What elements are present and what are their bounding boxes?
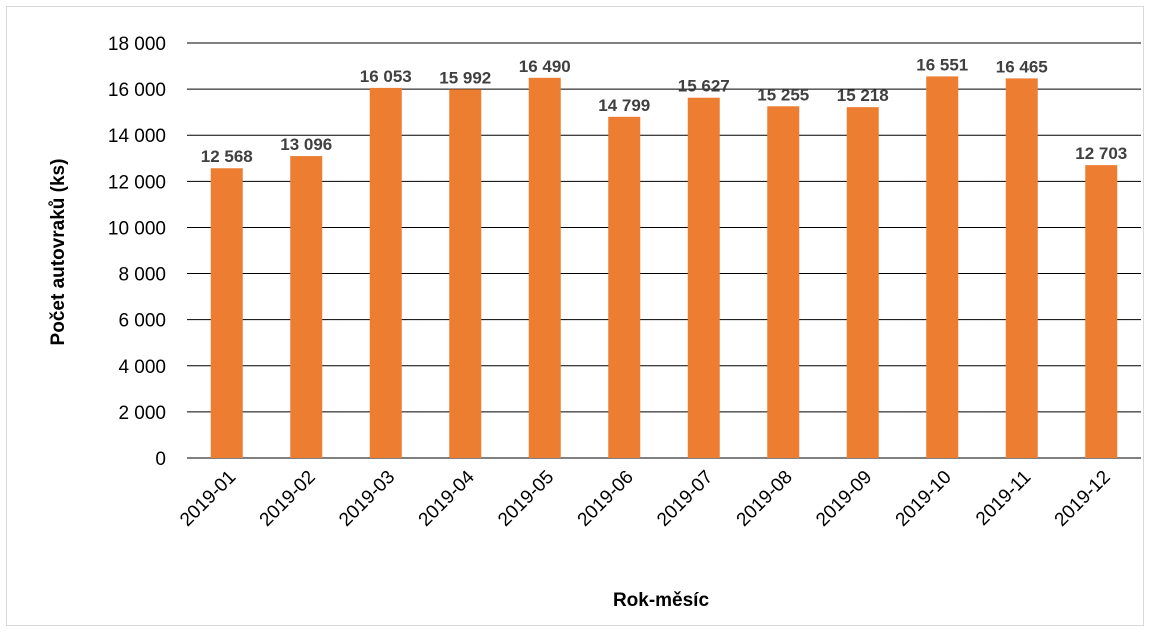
x-tick-label: 2019-09 xyxy=(812,467,876,531)
data-label: 16 053 xyxy=(360,67,412,86)
data-label: 16 490 xyxy=(519,57,571,76)
y-tick-label: 8 000 xyxy=(118,265,166,286)
data-label: 13 096 xyxy=(280,135,332,154)
x-tick-label: 2019-11 xyxy=(972,467,1035,530)
x-tick-label: 2019-04 xyxy=(415,466,479,530)
bar xyxy=(369,87,402,459)
x-tick-label: 2019-10 xyxy=(892,467,956,531)
y-tick-label: 12 000 xyxy=(108,172,166,193)
data-labels: 12 568 13 096 16 053 15 992 16 490 14 799 15 6… xyxy=(201,55,1128,166)
x-tick-label: 2019-07 xyxy=(653,467,717,531)
data-label: 14 799 xyxy=(598,96,650,115)
x-tick-label: 2019-01 xyxy=(176,467,240,531)
bar xyxy=(210,168,243,458)
data-label: 15 627 xyxy=(678,77,730,96)
bar xyxy=(687,97,720,459)
y-tick-label: 10 000 xyxy=(108,218,166,239)
x-tick-label: 2019-06 xyxy=(574,467,638,531)
y-tick-label: 14 000 xyxy=(108,126,166,147)
y-tick-label: 2 000 xyxy=(118,403,166,424)
bar xyxy=(290,156,323,458)
bar xyxy=(767,106,800,458)
bars xyxy=(210,76,1118,459)
x-axis-ticks: 2019-01 2019-02 2019-03 2019-04 2019-05 2019-… xyxy=(176,466,1115,530)
data-label: 16 551 xyxy=(916,55,968,74)
x-tick-label: 2019-03 xyxy=(335,467,399,531)
data-label: 12 568 xyxy=(201,147,253,166)
y-tick-label: 18 000 xyxy=(108,34,166,55)
bar xyxy=(1005,78,1038,459)
y-tick-label: 6 000 xyxy=(118,311,166,332)
data-label: 16 465 xyxy=(996,57,1048,76)
bar xyxy=(608,116,641,458)
data-label: 15 992 xyxy=(439,68,491,87)
y-axis-title: Počet autovraků (ks) xyxy=(48,159,69,346)
y-tick-label: 0 xyxy=(155,449,166,470)
data-label: 12 703 xyxy=(1075,144,1127,163)
y-tick-label: 16 000 xyxy=(108,80,166,101)
x-tick-label: 2019-05 xyxy=(494,467,558,531)
x-tick-label: 2019-08 xyxy=(733,467,797,531)
x-axis-title: Rok-měsíc xyxy=(613,590,710,611)
bar xyxy=(528,77,561,458)
gridlines xyxy=(187,42,1141,459)
bar xyxy=(449,89,482,458)
bar xyxy=(846,107,879,458)
bar-chart: 0 2 000 4 000 6 000 8 000 10 000 12 000 14 000 1… xyxy=(48,34,1141,611)
chart-frame: 0 2 000 4 000 6 000 8 000 10 000 12 000 14 000 1… xyxy=(6,6,1144,626)
y-tick-label: 4 000 xyxy=(118,357,166,378)
y-axis-ticks: 0 2 000 4 000 6 000 8 000 10 000 12 000 14 000 1… xyxy=(108,34,166,470)
x-tick-label: 2019-12 xyxy=(1051,467,1115,531)
x-tick-label: 2019-02 xyxy=(256,467,320,531)
bar xyxy=(1085,165,1118,458)
data-label: 15 255 xyxy=(757,85,809,104)
data-label: 15 218 xyxy=(837,86,889,105)
bar xyxy=(926,76,959,458)
